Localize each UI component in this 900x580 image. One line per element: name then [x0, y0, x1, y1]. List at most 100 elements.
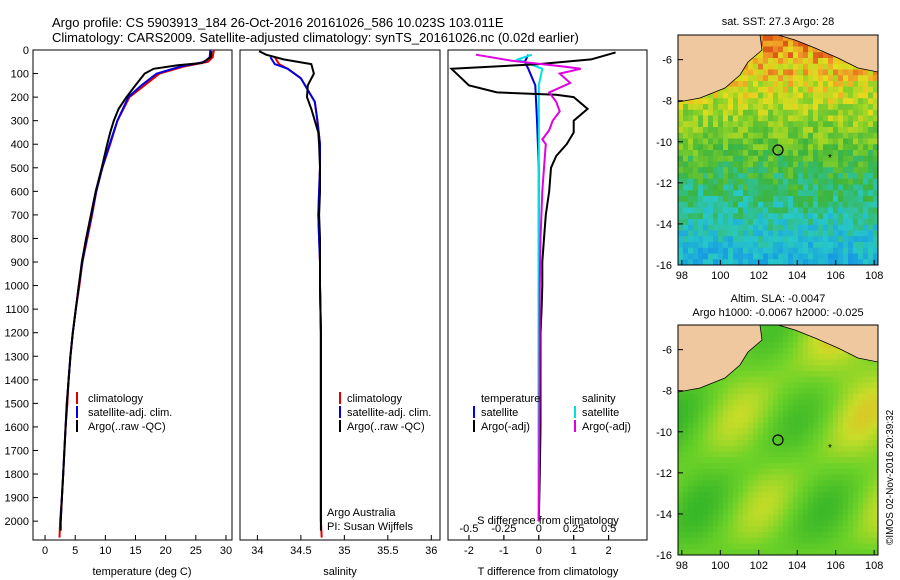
map-cell	[703, 236, 709, 243]
map-cell	[788, 63, 794, 71]
map-cell	[808, 405, 814, 412]
map-cell	[678, 532, 684, 539]
map-cell	[828, 52, 834, 59]
map-cell	[683, 514, 689, 522]
map-cell	[738, 144, 744, 151]
map-cell	[768, 207, 774, 214]
map-cell	[728, 207, 734, 214]
map-cell	[758, 115, 764, 122]
map-cell	[703, 537, 709, 545]
map-cell	[678, 184, 684, 191]
map-cell	[753, 445, 759, 453]
map-cell	[788, 58, 794, 65]
map-cell	[738, 98, 744, 105]
map-cell	[798, 428, 804, 435]
map-cell	[688, 491, 694, 499]
map-cell	[738, 190, 744, 197]
map-cell	[683, 213, 689, 220]
map-cell	[863, 399, 869, 407]
map-cell	[723, 236, 729, 243]
map-cell	[713, 405, 719, 412]
map-cell	[828, 161, 834, 168]
map-cell	[793, 115, 799, 122]
map-cell	[773, 325, 779, 332]
map-cell	[718, 468, 724, 476]
map-cell	[678, 104, 684, 111]
map-cell	[768, 520, 774, 527]
map-cell	[753, 230, 759, 237]
map-cell	[848, 155, 854, 163]
map-cell	[838, 173, 844, 180]
map-cell	[873, 109, 878, 117]
map-cell	[813, 104, 819, 111]
map-cell	[713, 503, 719, 510]
map-cell	[838, 69, 844, 76]
map-cell	[783, 342, 789, 349]
map-cell	[723, 104, 729, 111]
map-cell	[748, 445, 754, 453]
map-cell	[763, 259, 769, 265]
map-cell	[718, 247, 724, 255]
map-cell	[768, 353, 774, 361]
map-cell	[838, 428, 844, 435]
map-cell	[683, 434, 689, 441]
map-cell	[858, 491, 864, 499]
map-cell	[798, 253, 804, 260]
map-cell	[793, 342, 799, 349]
map-cell	[808, 253, 814, 260]
map-cell	[688, 224, 694, 232]
map-cell	[783, 394, 789, 401]
map-cell	[813, 486, 819, 493]
map-cell	[748, 399, 754, 407]
map-cell	[813, 247, 819, 255]
map-cell	[788, 46, 794, 53]
map-cell	[688, 457, 694, 464]
map-cell	[743, 434, 749, 441]
map-cell	[818, 224, 824, 232]
map-cell	[783, 359, 789, 366]
map-cell	[833, 138, 839, 145]
map-cell	[853, 463, 859, 470]
map-cell	[853, 121, 859, 128]
sla-map-subtitle: Argo h1000: -0.0067 h2000: -0.025	[692, 307, 863, 319]
y-tick-label: -10	[656, 137, 672, 149]
map-cell	[693, 543, 699, 550]
map-cell	[783, 63, 789, 71]
map-cell	[828, 491, 834, 499]
map-cell	[688, 253, 694, 260]
map-cell	[838, 359, 844, 366]
map-cell	[808, 411, 814, 418]
map-cell	[778, 457, 784, 464]
map-cell	[843, 201, 849, 209]
map-cell	[803, 69, 809, 76]
map-cell	[698, 520, 704, 527]
map-cell	[858, 457, 864, 464]
map-cell	[788, 144, 794, 151]
map-cell	[823, 184, 829, 191]
map-cell	[748, 196, 754, 203]
map-cell	[803, 58, 809, 65]
map-cell	[848, 503, 854, 510]
map-cell	[783, 445, 789, 453]
map-cell	[828, 399, 834, 407]
map-cell	[843, 155, 849, 163]
map-cell	[823, 213, 829, 220]
map-cell	[803, 543, 809, 550]
map-cell	[873, 190, 878, 197]
map-cell	[853, 190, 859, 197]
map-cell	[848, 514, 854, 522]
map-cell	[848, 144, 854, 151]
map-cell	[803, 520, 809, 527]
sst-map-frame	[677, 34, 879, 266]
map-cell	[803, 138, 809, 145]
map-cell	[748, 115, 754, 122]
map-cell	[858, 543, 864, 550]
map-cell	[683, 497, 689, 504]
map-cell	[783, 417, 789, 424]
map-cell	[723, 440, 729, 447]
map-cell	[713, 509, 719, 516]
map-cell	[823, 236, 829, 243]
legend-temperature-heading: temperature	[481, 393, 540, 405]
map-cell	[778, 190, 784, 197]
map-cell	[778, 92, 784, 99]
